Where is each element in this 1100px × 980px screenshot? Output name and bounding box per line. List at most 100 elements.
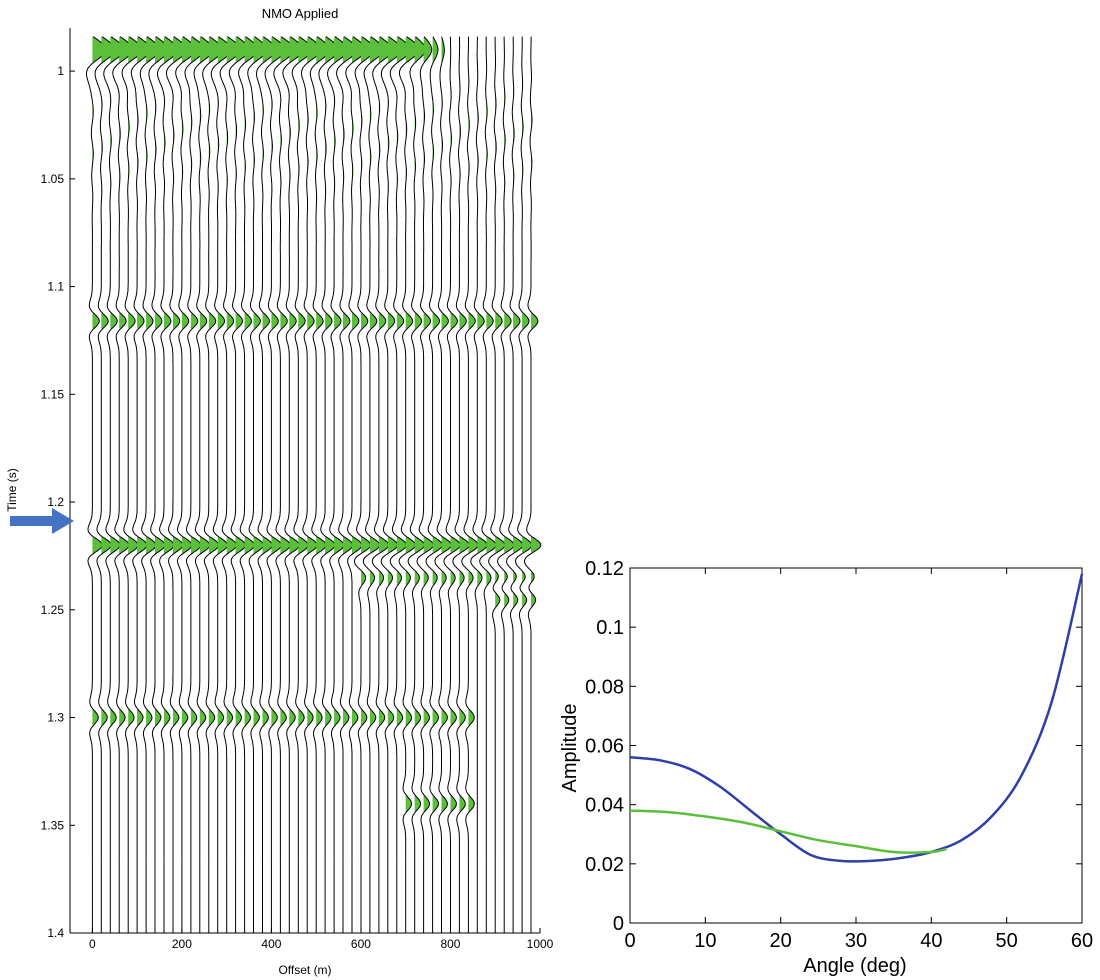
trace-fill (199, 708, 206, 726)
trace-fill (334, 36, 348, 63)
trace-group (86, 36, 542, 933)
trace-fill (235, 537, 246, 554)
trace-fill (423, 708, 430, 726)
trace-fill (217, 36, 232, 63)
trace-fill (387, 708, 394, 726)
trace-fill (316, 708, 323, 726)
trace-fill (378, 36, 393, 63)
trace-fill (173, 36, 187, 63)
seismic-trace (434, 36, 452, 858)
trace-fill (262, 36, 277, 63)
trace-fill (181, 537, 192, 554)
seismic-trace (139, 36, 161, 858)
trace-fill (325, 537, 335, 554)
trace-fill (190, 36, 205, 63)
trace-fill (396, 708, 403, 726)
y-tick-label: 1.25 (41, 603, 65, 617)
seismic-trace (497, 36, 515, 858)
trace-fill (208, 537, 219, 554)
trace-fill (92, 36, 106, 63)
trace-fill (226, 313, 234, 329)
trace-fill (226, 537, 237, 554)
seismic-trace (184, 36, 206, 858)
seismic-trace (443, 36, 461, 858)
seismic-trace (291, 36, 313, 858)
trace-fill (334, 537, 344, 554)
trace-fill (468, 708, 475, 726)
trace-fill (155, 708, 161, 726)
seismic-trace (425, 36, 443, 858)
trace-fill (334, 708, 340, 726)
x-tick-label: 200 (172, 937, 192, 951)
trace-fill (128, 36, 142, 63)
seismic-trace (247, 36, 268, 858)
trace-fill (92, 313, 100, 329)
trace-fill (128, 537, 138, 554)
seismic-trace (362, 36, 385, 858)
seismic-trace (353, 36, 376, 858)
seismic-trace (219, 36, 242, 858)
seismic-trace (309, 36, 331, 858)
trace-fill (405, 795, 412, 813)
trace-fill (280, 537, 291, 554)
trace-fill (414, 36, 426, 63)
trace-fill (244, 36, 259, 63)
seismic-trace (193, 36, 214, 858)
seismic-trace (389, 36, 412, 858)
trace-fill (352, 537, 362, 554)
seismic-trace (416, 36, 434, 858)
x-tick-label: 600 (351, 937, 371, 951)
trace-fill (378, 313, 386, 329)
trace-fill (414, 313, 422, 329)
seismic-trace (282, 36, 304, 858)
seismic-trace (264, 36, 286, 858)
trace-fill (101, 36, 116, 63)
trace-fill (92, 708, 99, 726)
seismic-trace (470, 36, 488, 858)
trace-fill (325, 36, 339, 63)
trace-fill (378, 708, 385, 726)
trace-fill (137, 36, 151, 63)
event-arrow-marker (10, 508, 74, 534)
trace-fill (307, 537, 318, 554)
trace-fill (405, 36, 420, 63)
trace-fill (468, 313, 476, 329)
trace-fill (146, 537, 156, 554)
trace-fill (450, 313, 458, 329)
trace-fill (137, 708, 143, 726)
trace-fill (208, 313, 216, 329)
axes-group: 1 1.05 1.1 1.15 1.2 1.25 1.3 1.35 1.4 0 200 400 600 8… (41, 28, 554, 951)
seismic-trace (452, 36, 470, 858)
seismic-trace (130, 36, 152, 858)
trace-fill (343, 537, 353, 554)
trace-fill (226, 36, 241, 63)
trace-fill (173, 537, 183, 554)
seismic-trace (380, 36, 403, 858)
trace-fill (423, 795, 430, 813)
y-tick-label: 1.35 (41, 818, 65, 832)
trace-fill (352, 36, 366, 63)
trace-fill (181, 36, 196, 63)
trace-fill (199, 36, 214, 63)
trace-fill (253, 537, 264, 554)
trace-fill (343, 36, 357, 63)
trace-fill (361, 36, 375, 63)
seismic-trace (202, 36, 224, 858)
trace-fill (405, 708, 412, 726)
seismic-trace (175, 36, 197, 858)
trace-fill (244, 708, 251, 726)
trace-fill (253, 708, 260, 726)
trace-fill (146, 708, 152, 726)
y-tick-label: 1.2 (47, 495, 64, 509)
trace-fill (119, 36, 134, 63)
trace-fill (262, 708, 269, 726)
seismic-trace (514, 36, 533, 858)
seismic-trace (336, 36, 358, 858)
y-tick-label: 1.05 (41, 172, 65, 186)
seismic-trace (318, 36, 340, 858)
trace-fill (298, 708, 305, 726)
trace-fill (441, 708, 448, 726)
seismic-trace (523, 36, 542, 858)
trace-fill (271, 708, 278, 726)
chart-title: NMO Applied (262, 6, 339, 21)
